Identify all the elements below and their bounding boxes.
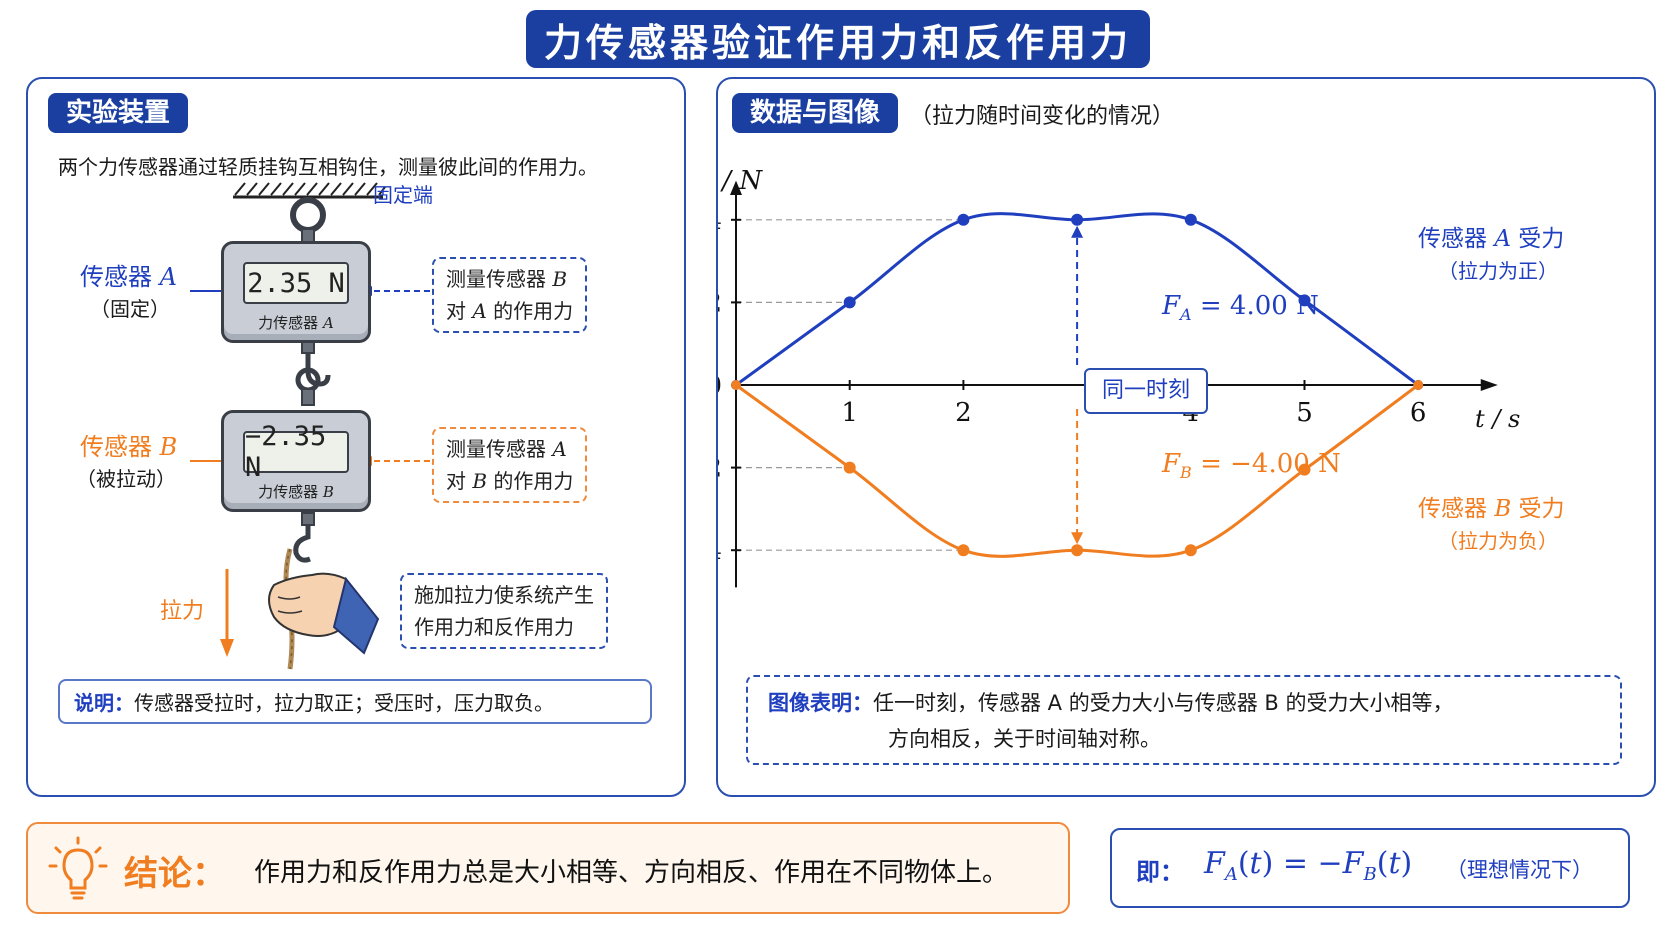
callout-a-arrow bbox=[362, 286, 430, 296]
formula-box: 即： FA(t) = −FB(t) （理想情况下） bbox=[1110, 828, 1630, 908]
series-b-label: 传感器 B 受力 bbox=[1418, 496, 1565, 522]
y-tick-label: −4 bbox=[718, 536, 722, 566]
sensor-a-device: 2.35 N 力传感器 A bbox=[221, 241, 371, 343]
sensor-b-device-name: 力传感器 B bbox=[258, 483, 334, 501]
sensor-a-device-name: 力传感器 A bbox=[258, 314, 334, 332]
apparatus-description: 两个力传感器通过轻质挂钩互相钩住，测量彼此间的作用力。 bbox=[58, 155, 598, 179]
x-tick-label: 1 bbox=[841, 398, 858, 428]
data-point-b bbox=[1413, 380, 1424, 390]
data-point-b bbox=[731, 380, 741, 390]
apparatus-panel: 实验装置 两个力传感器通过轻质挂钩互相钩住，测量彼此间的作用力。 bbox=[26, 77, 686, 797]
y-tick-label: −2 bbox=[718, 454, 722, 484]
lightbulb-icon bbox=[48, 836, 108, 900]
conclusion-text: 作用力和反作用力总是大小相等、方向相反、作用在不同物体上。 bbox=[254, 858, 1009, 888]
conclusion-key: 结论： bbox=[124, 854, 226, 894]
pull-note: 施加拉力使系统产生 作用力和反作用力 bbox=[400, 573, 608, 649]
same-moment-label: 同一时刻 bbox=[1084, 368, 1208, 414]
graph-conclusion-note: 图像表明：任一时刻，传感器 A 的受力大小与传感器 B 的受力大小相等， 方向相… bbox=[746, 675, 1622, 765]
series-a-sublabel: （拉力为正） bbox=[1438, 259, 1558, 283]
apparatus-drawing bbox=[190, 182, 430, 670]
fb-annotation: FB = −4.00 N bbox=[1162, 449, 1341, 483]
sensor-b-role: （被拉动） bbox=[76, 467, 176, 491]
x-axis-label: t / s bbox=[1475, 405, 1520, 433]
data-point-a bbox=[957, 213, 970, 226]
pull-arrow bbox=[220, 569, 234, 657]
data-panel: 数据与图像 （拉力随时间变化的情况） F / Nt / s420−2−41245… bbox=[716, 77, 1656, 797]
x-tick-label: 6 bbox=[1410, 398, 1427, 428]
y-tick-label: 2 bbox=[718, 288, 722, 318]
fb-arrowhead bbox=[1071, 532, 1084, 545]
data-point-a bbox=[1071, 213, 1084, 226]
data-point-a bbox=[1184, 213, 1197, 226]
y-tick-label: 0 bbox=[718, 371, 722, 401]
sign-convention-note: 说明：传感器受拉时，拉力取正；受压时，压力取负。 bbox=[58, 679, 652, 724]
fa-arrowhead bbox=[1071, 225, 1084, 238]
sensor-a-display: 2.35 N bbox=[243, 262, 349, 304]
series-a-label: 传感器 A 受力 bbox=[1418, 226, 1565, 252]
sensor-b-device: −2.35 N 力传感器 B bbox=[221, 410, 371, 512]
ceiling-hatch bbox=[233, 182, 386, 199]
y-tick-label: 4 bbox=[718, 206, 722, 236]
page-title: 力传感器验证作用力和反作用力 bbox=[526, 10, 1150, 68]
sensor-a-role: （固定） bbox=[90, 297, 170, 321]
hand-icon bbox=[268, 572, 380, 655]
sensor-b-display: −2.35 N bbox=[243, 421, 349, 483]
fa-annotation: FA = 4.00 N bbox=[1162, 291, 1319, 325]
data-point-b bbox=[1071, 544, 1084, 557]
formula-expression: FA(t) = −FB(t) bbox=[1204, 846, 1413, 885]
y-axis-label: F / N bbox=[718, 166, 763, 196]
data-point-b bbox=[957, 544, 970, 557]
sensor-a-label: 传感器 A bbox=[80, 263, 177, 291]
sensor-b-label: 传感器 B bbox=[80, 433, 178, 461]
data-subtitle: （拉力随时间变化的情况） bbox=[910, 104, 1175, 129]
x-axis-arrow bbox=[1480, 379, 1498, 391]
callout-a: 测量传感器 B 对 A 的作用力 bbox=[432, 257, 588, 333]
force-time-chart: F / Nt / s420−2−412456 bbox=[718, 166, 1520, 588]
data-point-b bbox=[1184, 544, 1197, 557]
callout-b: 测量传感器 A 对 B 的作用力 bbox=[432, 427, 588, 503]
data-point-b bbox=[1298, 463, 1311, 476]
x-tick-label: 5 bbox=[1296, 398, 1313, 428]
series-b-sublabel: （拉力为负） bbox=[1438, 529, 1558, 553]
data-section-label: 数据与图像 bbox=[732, 93, 899, 133]
top-ring bbox=[290, 197, 326, 246]
data-point-a bbox=[843, 296, 856, 309]
formula-condition: （理想情况下） bbox=[1446, 858, 1593, 882]
data-point-a bbox=[1298, 294, 1311, 307]
data-point-b bbox=[843, 461, 856, 474]
formula-key: 即： bbox=[1136, 858, 1184, 886]
conclusion-box: 结论： 作用力和反作用力总是大小相等、方向相反、作用在不同物体上。 bbox=[26, 822, 1070, 914]
x-tick-label: 2 bbox=[955, 398, 972, 428]
middle-hook bbox=[295, 338, 331, 406]
apparatus-section-label: 实验装置 bbox=[48, 93, 189, 133]
y-axis-arrow bbox=[730, 180, 742, 196]
pull-label: 拉力 bbox=[160, 599, 205, 624]
fixed-end-label: 固定端 bbox=[373, 183, 433, 207]
callout-b-arrow bbox=[362, 456, 430, 466]
